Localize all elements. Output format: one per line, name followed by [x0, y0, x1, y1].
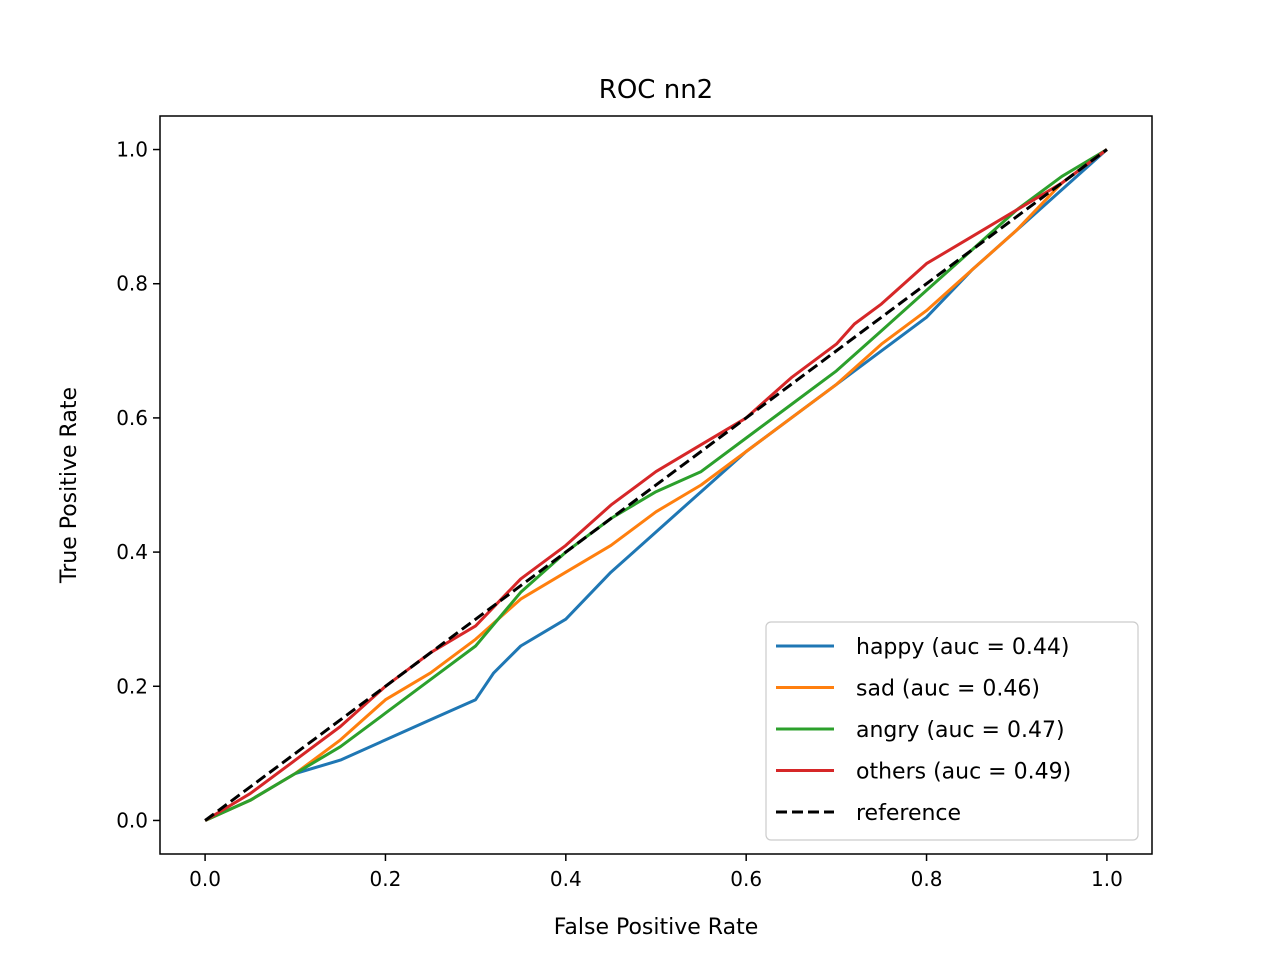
legend-label-1: happy (auc = 0.44) [856, 635, 1069, 660]
x-tick-label: 0.6 [730, 867, 762, 891]
y-tick-label: 0.4 [116, 540, 148, 564]
chart-title: ROC nn2 [599, 75, 713, 105]
x-tick-label: 1.0 [1091, 867, 1123, 891]
series-line-4 [204, 148, 1108, 822]
series-layer [204, 148, 1108, 822]
series-line-3 [204, 148, 1108, 822]
y-axis-label: True Positive Rate [57, 387, 82, 584]
legend-label-2: sad (auc = 0.46) [856, 677, 1040, 702]
y-tick-label: 0.6 [116, 406, 148, 430]
x-axis: 0.0 0.2 0.4 0.6 0.8 1.0 [189, 854, 1123, 891]
y-tick-label: 0.8 [116, 272, 148, 296]
y-axis: 0.0 0.2 0.4 0.6 0.8 1.0 [116, 138, 160, 832]
legend-label-4: others (auc = 0.49) [856, 760, 1071, 785]
series-line-2 [204, 148, 1108, 822]
legend-box [765, 621, 1139, 841]
x-axis-label: False Positive Rate [554, 915, 758, 940]
x-tick-label: 0.0 [189, 867, 221, 891]
plot-frame [159, 115, 1153, 855]
legend-label-3: angry (auc = 0.47) [856, 718, 1065, 743]
y-tick-label: 0.0 [116, 808, 148, 832]
y-tick-label: 1.0 [116, 138, 148, 162]
legend: happy (auc = 0.44) sad (auc = 0.46) angry … [765, 621, 1139, 841]
legend-items: happy (auc = 0.44) sad (auc = 0.46) angry … [776, 635, 1071, 826]
y-tick-label: 0.2 [116, 674, 148, 698]
x-tick-label: 0.2 [370, 867, 402, 891]
x-tick-label: 0.8 [911, 867, 943, 891]
series-line-1 [204, 148, 1108, 822]
legend-label-5: reference [856, 801, 961, 826]
series-line-5 [204, 148, 1108, 822]
x-tick-label: 0.4 [550, 867, 582, 891]
